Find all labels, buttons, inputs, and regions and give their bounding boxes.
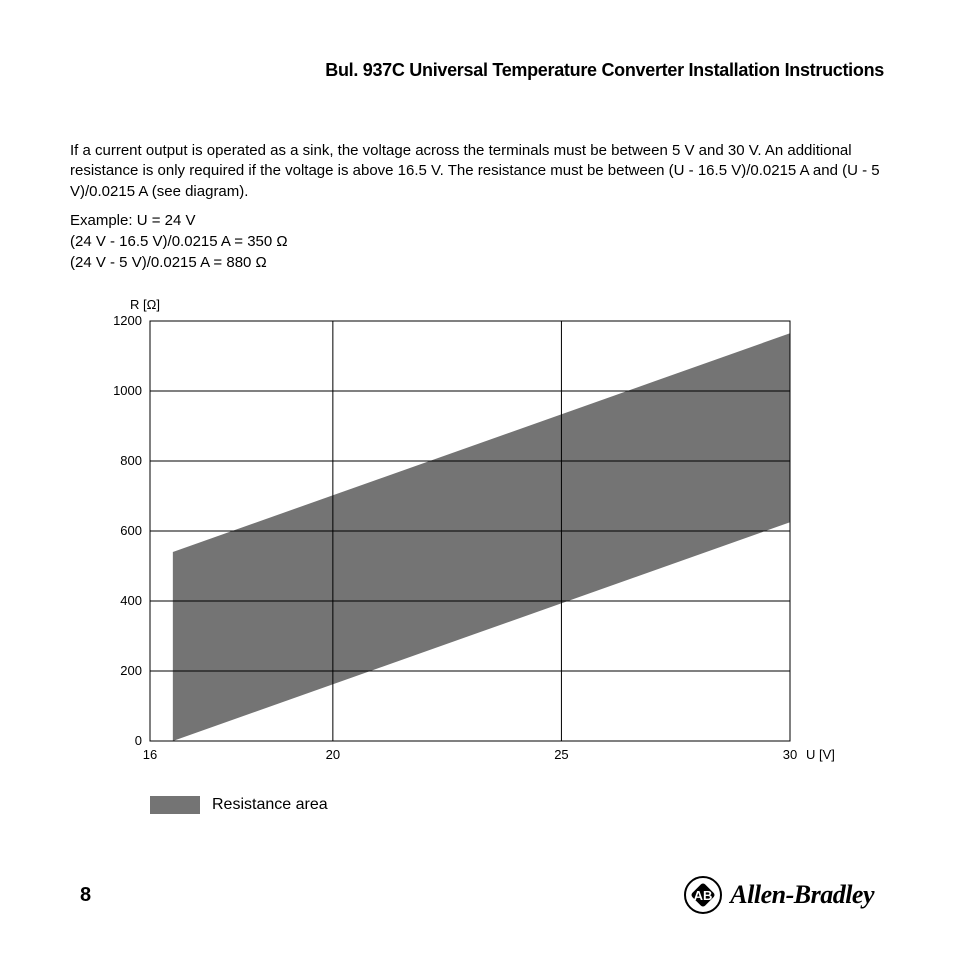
calculation-2: (24 V - 5 V)/0.0215 A = 880 Ω <box>70 254 884 271</box>
svg-text:U [V]: U [V] <box>806 747 835 762</box>
svg-text:AB: AB <box>694 888 713 903</box>
svg-text:200: 200 <box>120 663 142 678</box>
svg-text:R [Ω]: R [Ω] <box>130 297 160 312</box>
intro-paragraph: If a current output is operated as a sin… <box>70 141 884 202</box>
svg-text:1000: 1000 <box>113 383 142 398</box>
svg-text:16: 16 <box>143 747 157 762</box>
ab-logo-icon: AB <box>684 876 722 914</box>
page-number: 8 <box>80 884 91 907</box>
svg-text:1200: 1200 <box>113 313 142 328</box>
document-title: Bul. 937C Universal Temperature Converte… <box>70 60 884 81</box>
svg-text:600: 600 <box>120 523 142 538</box>
resistance-chart: R [Ω]02004006008001000120016202530U [V] … <box>90 291 884 814</box>
example-label: Example: U = 24 V <box>70 212 884 229</box>
svg-text:0: 0 <box>135 733 142 748</box>
svg-text:20: 20 <box>326 747 340 762</box>
svg-text:400: 400 <box>120 593 142 608</box>
chart-legend: Resistance area <box>150 796 884 814</box>
svg-text:800: 800 <box>120 453 142 468</box>
brand-logo: AB Allen-Bradley <box>684 876 874 914</box>
svg-text:25: 25 <box>554 747 568 762</box>
brand-name: Allen-Bradley <box>730 880 874 910</box>
calculation-1: (24 V - 16.5 V)/0.0215 A = 350 Ω <box>70 233 884 250</box>
legend-label: Resistance area <box>212 796 328 814</box>
svg-text:30: 30 <box>783 747 797 762</box>
legend-swatch <box>150 796 200 814</box>
